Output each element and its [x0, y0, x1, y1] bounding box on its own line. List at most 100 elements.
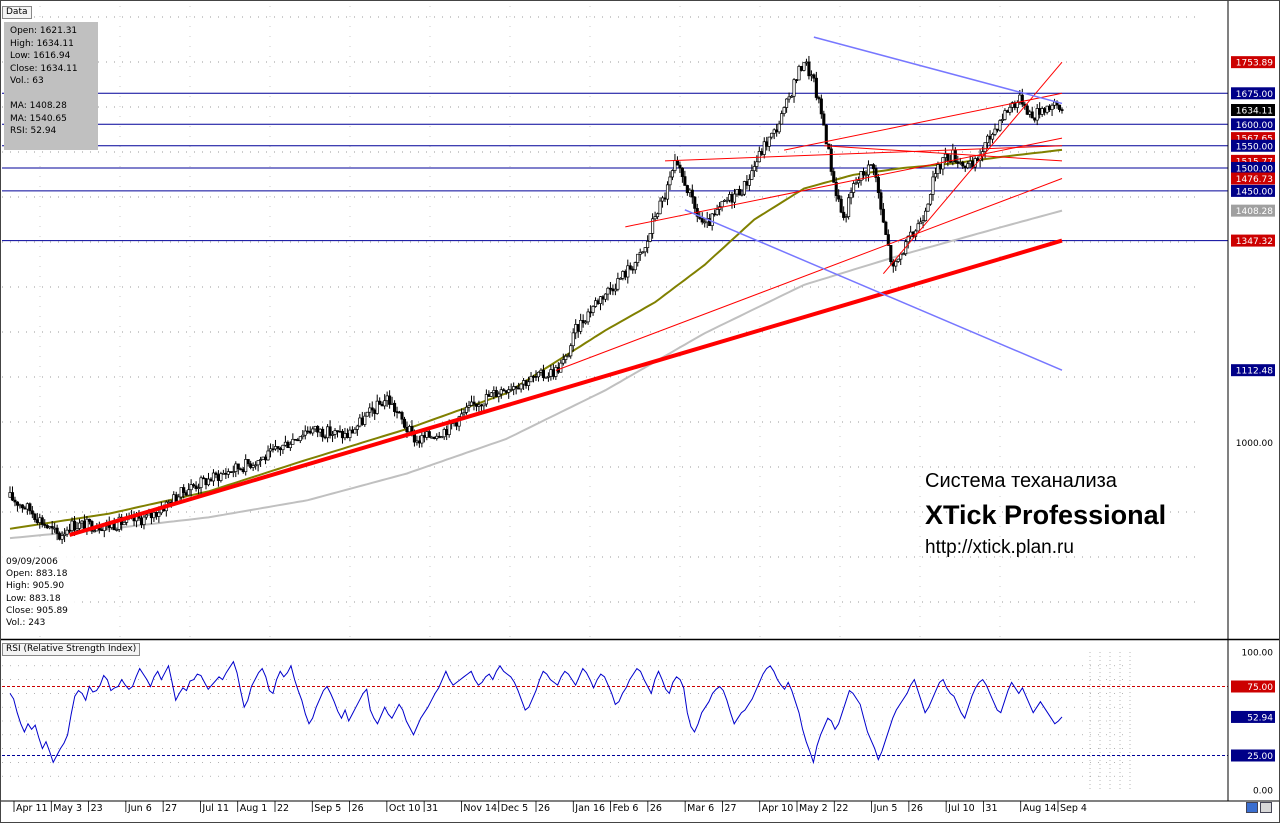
candle-body — [633, 262, 637, 271]
candle-body — [216, 474, 220, 481]
price-axis-label: 1753.89 — [1236, 59, 1273, 69]
candle-body — [410, 426, 414, 432]
candle-body — [75, 528, 79, 531]
trend-line[interactable] — [555, 178, 1063, 371]
candle-body — [621, 271, 625, 279]
trend-line[interactable] — [664, 145, 1063, 162]
candle-body — [92, 530, 96, 533]
date-axis-background — [0, 801, 1280, 823]
candle-body — [348, 429, 352, 438]
info-volume-old: Vol.: 243 — [6, 618, 46, 629]
price-axis-label: 1450.00 — [1236, 187, 1273, 197]
trend-line[interactable] — [68, 238, 1063, 537]
info-low: Low: 1616.94 — [10, 51, 71, 62]
candle-body — [249, 463, 253, 468]
info-close-old: Close: 905.89 — [6, 605, 68, 616]
candle-body — [819, 98, 823, 115]
candle-body — [670, 170, 675, 178]
rsi-axis-label-box — [1231, 646, 1275, 658]
candle-body — [968, 160, 972, 165]
date-tick-label: Aug 1 — [240, 803, 268, 814]
candle-body — [157, 512, 161, 517]
candle-body — [214, 472, 218, 475]
candle-body — [785, 98, 789, 108]
candle-body — [1030, 111, 1034, 119]
candle-body — [1045, 105, 1049, 113]
candle-body — [484, 394, 488, 405]
candle-body — [328, 426, 332, 436]
candle-body — [963, 165, 967, 169]
date-tick-label: Nov 14 — [463, 803, 497, 814]
date-tick-label: 26 — [538, 803, 550, 814]
trend-line[interactable] — [784, 92, 1063, 151]
candle-body — [286, 441, 290, 449]
date-tick-label: May 3 — [53, 803, 82, 814]
candle-body — [482, 403, 486, 407]
candle-body — [435, 435, 439, 439]
candle-body — [710, 213, 714, 226]
candle-body — [933, 173, 938, 178]
trend-line[interactable] — [882, 61, 1063, 275]
channel-line[interactable] — [813, 36, 1063, 105]
candle-body — [264, 456, 268, 461]
candle-body — [524, 380, 528, 386]
candle-body — [393, 402, 397, 412]
candle-body — [1048, 105, 1052, 110]
candle-body — [417, 440, 421, 444]
candle-body — [861, 171, 866, 176]
main-panel-label[interactable]: Data — [2, 6, 32, 19]
candle-body — [256, 460, 260, 466]
candle-body — [467, 405, 471, 408]
candle-body — [321, 428, 325, 438]
candle-body — [13, 499, 17, 503]
date-tick-label: 26 — [911, 803, 923, 814]
candle-body — [100, 529, 104, 532]
candle-body — [273, 446, 278, 450]
candle-body — [658, 200, 662, 215]
candle-body — [546, 375, 550, 378]
candle-body — [38, 517, 42, 523]
trend-line[interactable] — [823, 145, 1063, 162]
candle-body — [737, 188, 742, 196]
candle-body — [589, 311, 593, 314]
date-tick-label: May 2 — [799, 803, 828, 814]
rsi-panel-label[interactable]: RSI (Relative Strength Index) — [2, 643, 141, 656]
rsi-axis-label: 75.00 — [1247, 683, 1273, 693]
candle-body — [48, 526, 52, 529]
info-high-old: High: 905.90 — [6, 581, 65, 592]
candle-body — [1057, 104, 1062, 110]
trend-line[interactable] — [625, 137, 1063, 228]
candle-body — [735, 188, 739, 195]
candle-body — [199, 477, 203, 488]
scroll-right-icon[interactable] — [1260, 802, 1272, 813]
candle-body — [742, 181, 746, 195]
candle-body — [906, 235, 910, 243]
channel-line[interactable] — [684, 209, 1063, 371]
candle-body — [400, 412, 404, 420]
date-tick-label: Sep 4 — [1060, 803, 1087, 814]
candle-body — [1050, 104, 1054, 110]
moving-average-line — [9, 209, 1063, 540]
price-axis-label: 1634.11 — [1236, 107, 1273, 117]
candle-body — [318, 428, 322, 433]
price-axis-label: 1550.00 — [1236, 142, 1273, 152]
zoom-icon[interactable] — [1246, 802, 1258, 813]
candle-body — [1005, 110, 1009, 113]
candle-body — [787, 96, 791, 100]
date-tick-label: 26 — [650, 803, 662, 814]
candle-body — [316, 425, 320, 433]
candle-body — [474, 403, 479, 407]
info-low-old: Low: 883.18 — [6, 593, 61, 604]
date-tick-label: Mar 6 — [687, 803, 714, 814]
candle-body — [561, 359, 565, 364]
candle-body — [986, 135, 990, 144]
price-axis-label: 1567.65 — [1236, 135, 1273, 145]
info-date: 09/09/2006 — [6, 557, 58, 567]
candle-body — [993, 128, 997, 135]
price-axis-label-box — [1231, 118, 1275, 131]
candle-body — [1038, 108, 1042, 115]
candle-body — [251, 465, 255, 468]
date-tick-label: Jul 10 — [947, 803, 975, 814]
candle-body — [55, 527, 59, 534]
candle-body — [755, 161, 759, 167]
